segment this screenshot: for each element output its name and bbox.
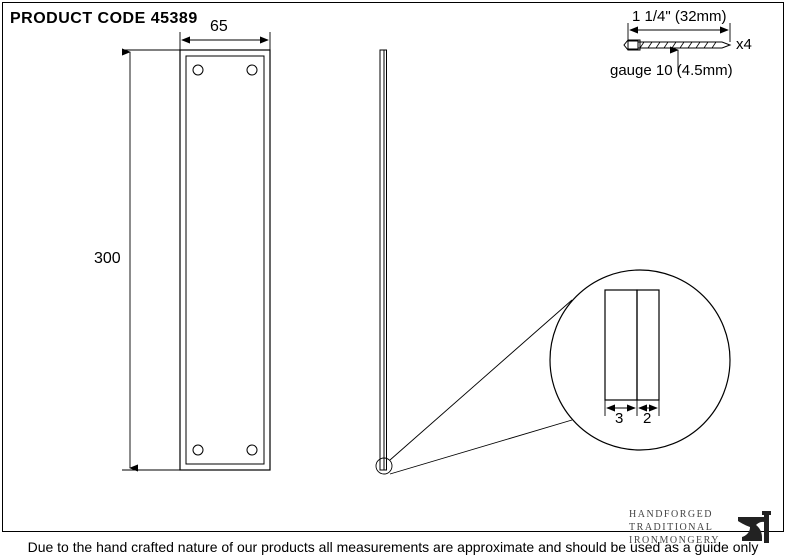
dim-width-value: 65 — [210, 18, 228, 36]
screw-length-imperial: 1 1/4" — [632, 8, 671, 25]
dim-detail-outer: 2 — [643, 410, 651, 427]
detail-view — [550, 270, 730, 450]
dim-height-value: 300 — [94, 250, 121, 268]
brand-line1: HANDFORGED — [629, 508, 720, 521]
disclaimer-text: Due to the hand crafted nature of our pr… — [0, 539, 786, 555]
screw-length-mm: (32mm) — [675, 8, 727, 25]
dim-detail-inner: 3 — [615, 410, 623, 427]
dimension-height — [122, 50, 180, 470]
detail-callout-lines — [390, 300, 572, 474]
screw-qty: x4 — [736, 36, 752, 53]
screw-length: 1 1/4" (32mm) — [632, 8, 727, 25]
brand-line2: TRADITIONAL — [629, 521, 720, 534]
side-view — [376, 50, 392, 474]
screw-gauge: gauge 10 (4.5mm) — [610, 62, 733, 79]
front-view — [180, 50, 270, 470]
